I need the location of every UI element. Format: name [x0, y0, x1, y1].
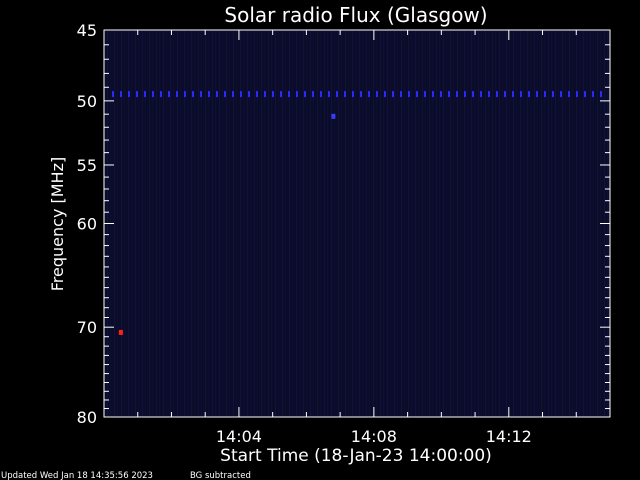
interference-band-dot	[592, 91, 594, 98]
interference-band-dot	[216, 91, 218, 98]
interference-band-dot	[136, 91, 138, 98]
interference-band-dot	[320, 91, 322, 98]
interference-band-dot	[416, 91, 418, 98]
interference-band-dot	[520, 91, 522, 98]
interference-band-dot	[584, 91, 586, 98]
interference-band-dot	[232, 91, 234, 98]
x-axis-label: Start Time (18-Jan-23 14:00:00)	[220, 446, 492, 466]
interference-band-dot	[448, 91, 450, 98]
interference-band-dot	[560, 91, 562, 98]
interference-band-dot	[528, 91, 530, 98]
updated-timestamp: Updated Wed Jan 18 14:35:56 2023	[1, 471, 153, 480]
interference-band-dot	[384, 91, 386, 98]
interference-band-dot	[312, 91, 314, 98]
interference-band-dot	[168, 91, 170, 98]
interference-band-dot	[272, 91, 274, 98]
x-tick-label: 14:08	[351, 427, 397, 446]
interference-band-dot	[400, 91, 402, 98]
y-axis-label: Frequency [MHz]	[48, 157, 67, 291]
interference-band-dot	[328, 91, 330, 98]
x-axis: 14:04 14:08 14:12	[137, 30, 577, 446]
interference-band-dot	[488, 91, 490, 98]
interference-band-dot	[368, 91, 370, 98]
interference-band-dot	[264, 91, 266, 98]
interference-band-dot	[536, 91, 538, 98]
interference-band-dot	[152, 91, 154, 98]
x-tick-label: 14:12	[486, 427, 532, 446]
interference-band-dot	[280, 91, 282, 98]
interference-band-dot	[504, 91, 506, 98]
interference-band-dot	[408, 91, 410, 98]
interference-band-dot	[472, 91, 474, 98]
interference-band-dot	[600, 91, 602, 98]
interference-band-dot	[496, 91, 498, 98]
interference-band-dot	[200, 91, 202, 98]
y-tick-label: 70	[77, 318, 97, 337]
bg-subtracted-note: BG subtracted	[190, 471, 251, 480]
interference-band-dot	[304, 91, 306, 98]
interference-band-dot	[112, 91, 114, 98]
interference-band-dot	[464, 91, 466, 98]
interference-band-dot	[344, 91, 346, 98]
x-tick-label: 14:04	[216, 427, 262, 446]
y-tick-label: 45	[77, 21, 97, 40]
interference-band-dot	[456, 91, 458, 98]
interference-band-dot	[176, 91, 178, 98]
interference-band-dot	[336, 91, 338, 98]
interference-band-dot	[296, 91, 298, 98]
interference-band-dot	[376, 91, 378, 98]
plot-area	[103, 29, 611, 418]
y-axis: 45 50 55 60 70 80	[77, 21, 610, 427]
interference-band-dot	[512, 91, 514, 98]
interference-band-dot	[128, 91, 130, 98]
interference-band-dot	[360, 91, 362, 98]
signal-spot	[118, 329, 123, 335]
interference-band-dot	[224, 91, 226, 98]
interference-band-dot	[544, 91, 546, 98]
interference-band-dot	[552, 91, 554, 98]
y-tick-label: 50	[77, 92, 97, 111]
interference-band-dot	[160, 91, 162, 98]
interference-band-dot	[424, 91, 426, 98]
interference-band-dot	[240, 91, 242, 98]
interference-band-dot	[144, 91, 146, 98]
y-tick-label: 55	[77, 156, 97, 175]
interference-band-dot	[184, 91, 186, 98]
y-tick-label: 80	[77, 408, 97, 427]
interference-band-dot	[192, 91, 194, 98]
interference-band-dot	[432, 91, 434, 98]
interference-band-dot	[288, 91, 290, 98]
interference-band-dot	[120, 91, 122, 98]
y-tick-label: 60	[77, 215, 97, 234]
interference-band-dot	[440, 91, 442, 98]
interference-band-dot	[568, 91, 570, 98]
interference-band-dot	[248, 91, 250, 98]
interference-band-dot	[208, 91, 210, 98]
chart-title: Solar radio Flux (Glasgow)	[224, 3, 487, 27]
spectrogram-features	[112, 91, 602, 335]
signal-spot	[331, 113, 336, 119]
interference-band-dot	[352, 91, 354, 98]
interference-band-dot	[480, 91, 482, 98]
interference-band-dot	[256, 91, 258, 98]
spectrogram-background	[104, 30, 610, 417]
interference-band-dot	[392, 91, 394, 98]
interference-band-dot	[576, 91, 578, 98]
